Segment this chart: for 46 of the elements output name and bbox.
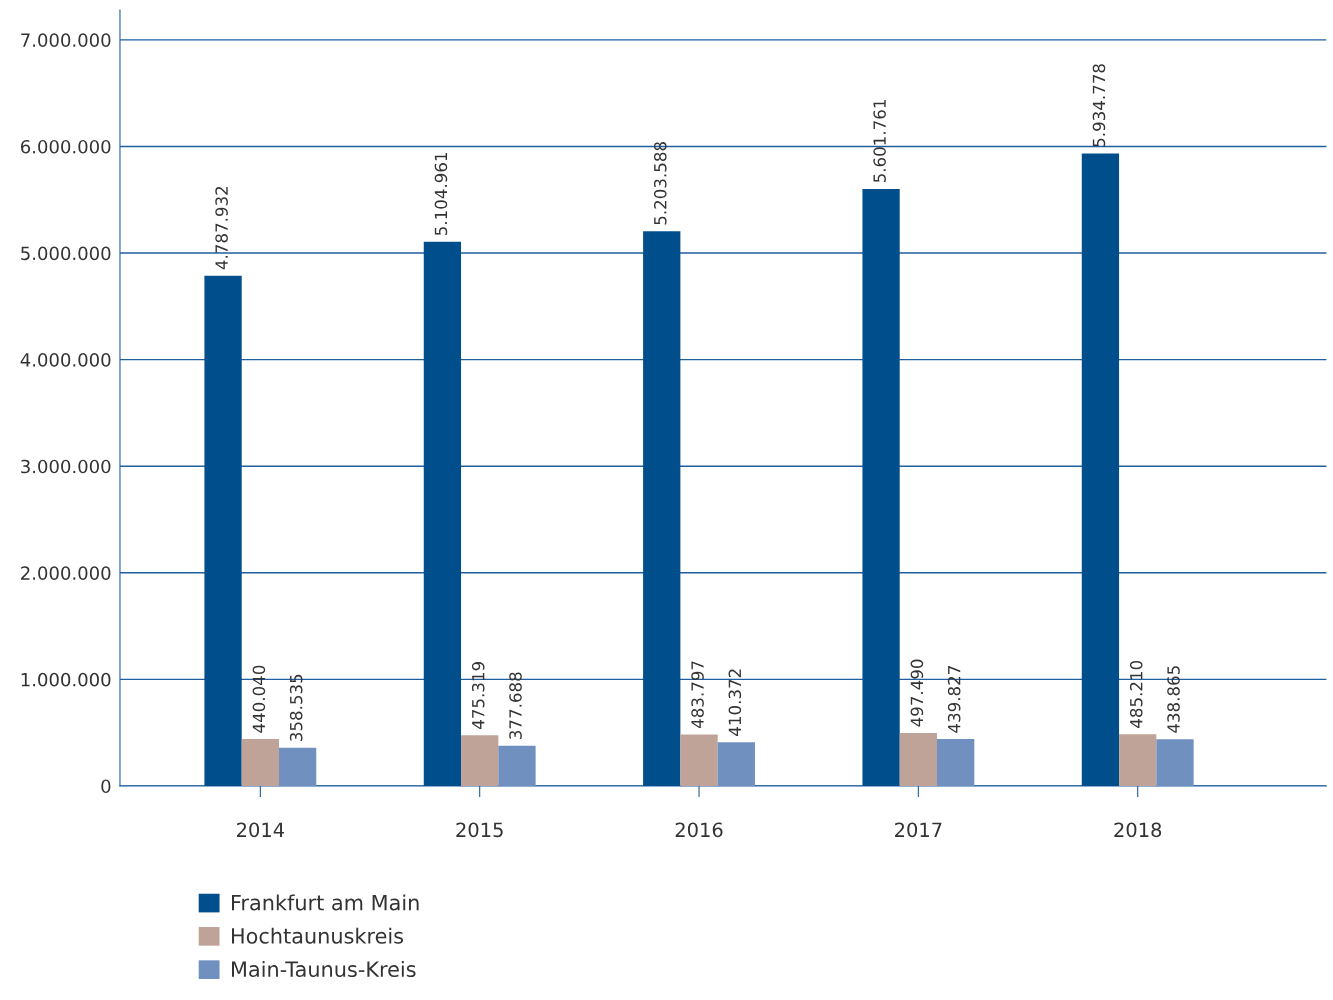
y-tick-label: 2.000.000 — [21, 566, 111, 580]
data-label: 4.787.932 — [215, 186, 228, 270]
data-label: 5.934.778 — [1092, 64, 1106, 147]
bar — [717, 742, 755, 786]
y-tick-label: 5.000.000 — [21, 246, 111, 261]
bar — [937, 739, 975, 786]
data-label: 439.827 — [947, 666, 961, 733]
x-tick-label: 2016 — [675, 822, 723, 838]
bar — [643, 231, 681, 786]
bar — [862, 188, 900, 786]
data-label: 475.319 — [471, 662, 485, 729]
legend-label: Hochtaunuskreis — [232, 927, 404, 944]
data-label: 377.688 — [509, 672, 522, 739]
data-label: 497.490 — [910, 659, 924, 727]
bar — [461, 735, 499, 786]
data-label: 410.372 — [728, 669, 742, 736]
bar — [680, 734, 718, 786]
bar — [204, 275, 242, 786]
bar — [498, 745, 536, 786]
bar — [1119, 734, 1157, 786]
x-tick-label: 2014 — [237, 822, 284, 838]
legend-label: Frankfurt am Main — [232, 894, 419, 911]
bar — [1156, 739, 1194, 786]
y-tick-label: 4.000.000 — [20, 353, 111, 367]
y-tick-label: 1.000.000 — [21, 672, 111, 687]
data-label: 358.535 — [289, 674, 303, 741]
bar — [241, 739, 279, 786]
y-tick-label: 7.000.000 — [21, 33, 111, 47]
data-label: 438.865 — [1167, 666, 1180, 733]
bar — [1081, 153, 1120, 786]
y-tick-label: 3.000.000 — [21, 459, 111, 474]
x-tick-label: 2017 — [895, 822, 942, 838]
data-label: 485.210 — [1129, 660, 1143, 728]
x-tick-label: 2018 — [1114, 822, 1162, 838]
data-label: 5.203.588 — [653, 142, 667, 225]
y-tick-label: 0 — [101, 779, 111, 794]
data-label: 483.797 — [691, 661, 704, 729]
bar — [278, 747, 317, 786]
data-label: 5.104.961 — [434, 153, 448, 235]
data-label: 440.040 — [252, 665, 266, 733]
x-tick-label: 2015 — [456, 822, 503, 838]
y-tick-label: 6.000.000 — [21, 139, 111, 154]
legend-label: Main-Taunus-Kreis — [232, 960, 416, 978]
bar — [899, 732, 938, 786]
data-label: 5.601.761 — [873, 100, 886, 183]
bar — [423, 241, 462, 786]
